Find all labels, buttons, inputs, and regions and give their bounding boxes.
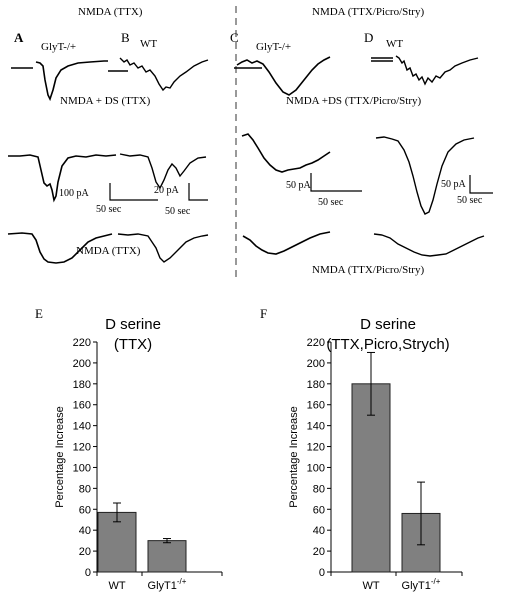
- panel-letter-a: A: [14, 30, 24, 45]
- header-right: NMDA (TTX/Picro/Stry): [312, 6, 424, 18]
- scale-bar-b-time: 50 sec: [165, 206, 191, 217]
- chart-e-category-superscript: -/+: [177, 577, 187, 586]
- scale-bar-a-lines: [109, 183, 158, 201]
- chart-e-panel-letter: E: [35, 306, 43, 321]
- panel-letter-b: B: [121, 30, 130, 45]
- chart-f-y-tick-label: 220: [307, 337, 325, 349]
- chart-e-y-tick-label: 220: [73, 337, 91, 349]
- trace-a-row1: [35, 60, 108, 102]
- panel-label-a: GlyT-/+: [41, 41, 76, 53]
- chart-f-y-tick-label: 200: [307, 358, 325, 370]
- trace-d-row2: [375, 136, 475, 215]
- chart-f-y-tick-label: 160: [307, 400, 325, 412]
- scale-bar-d-amp: 50 pA: [441, 179, 467, 190]
- trace-a-row3: [7, 232, 113, 264]
- scale-bar-a: 100 pA 50 sec: [59, 183, 158, 215]
- row2-label-right: NMDA +DS (TTX/Picro/Stry): [286, 95, 421, 107]
- panel-label-b: WT: [140, 38, 157, 50]
- chart-e-y-tick-label: 140: [73, 421, 91, 433]
- scale-bar-b-amp: 20 pA: [154, 185, 180, 196]
- scale-bar-c-lines: [310, 173, 362, 192]
- chart-e-category-label: GlyT1-/+: [148, 577, 187, 592]
- chart-f-y-tick-label: 180: [307, 379, 325, 391]
- scale-bar-d: 50 pA 50 sec: [441, 175, 493, 206]
- chart-f-y-tick-label: 60: [313, 504, 325, 516]
- scale-bar-b: 20 pA 50 sec: [154, 183, 208, 217]
- chart-f-category-label: GlyT1-/+: [402, 577, 441, 592]
- panel-letter-d: D: [364, 30, 373, 45]
- chart-e-y-tick-label: 80: [79, 483, 91, 495]
- scale-bar-c-amp: 50 pA: [286, 180, 312, 191]
- chart-e-y-tick-label: 20: [79, 546, 91, 558]
- chart-e-y-tick-label: 40: [79, 525, 91, 537]
- scale-bar-a-amp: 100 pA: [59, 188, 90, 199]
- chart-f-y-tick-label: 140: [307, 421, 325, 433]
- chart-f: F D serine (TTX,Picro,Strych) 0 20 40 60 80 100…: [260, 306, 463, 592]
- trace-c-row2: [241, 133, 331, 173]
- panel-label-d: WT: [386, 38, 403, 50]
- chart-f-category-label: WT: [362, 580, 379, 592]
- scale-bar-a-time: 50 sec: [96, 204, 122, 215]
- chart-e-bar-glyt1: [147, 540, 187, 573]
- scale-bar-d-time: 50 sec: [457, 195, 483, 206]
- chart-e-y-tick-label: 200: [73, 358, 91, 370]
- chart-e-title: D serine: [105, 316, 161, 333]
- chart-f-y-tick-label: 20: [313, 546, 325, 558]
- chart-e-y-tick-label: 0: [85, 567, 91, 579]
- panel-label-c: GlyT-/+: [256, 41, 291, 53]
- scale-bar-d-lines: [469, 175, 493, 194]
- trace-d-row1: [395, 55, 479, 86]
- chart-e: E D serine (TTX) 0 20 40 60 80 100 120 140 160 180 2…: [35, 306, 223, 592]
- trace-b-row2: [119, 153, 207, 190]
- scale-bar-c-time: 50 sec: [318, 197, 344, 208]
- row2-label-left: NMDA + DS (TTX): [60, 95, 151, 107]
- chart-e-y-tick-label: 180: [73, 379, 91, 391]
- trace-a-row2: [8, 154, 117, 203]
- chart-e-y-tick-label: 120: [73, 442, 91, 454]
- trace-d-row3: [373, 233, 485, 257]
- trace-b-row3: [117, 233, 209, 263]
- trace-panels: NMDA (TTX) NMDA (TTX/Picro/Stry) A B C D…: [7, 6, 493, 282]
- scale-bar-c: 50 pA 50 sec: [286, 173, 362, 208]
- chart-f-y-tick-label: 120: [307, 442, 325, 454]
- chart-e-y-tick-label: 100: [73, 462, 91, 474]
- chart-f-title: D serine: [360, 316, 416, 333]
- trace-b-row1: [119, 57, 209, 92]
- panel-letter-c: C: [230, 30, 239, 45]
- chart-e-y-axis-label: Percentage Increase: [54, 406, 66, 508]
- trace-c-row1: [236, 56, 331, 96]
- chart-f-panel-letter: F: [260, 306, 267, 321]
- chart-f-y-tick-label: 80: [313, 483, 325, 495]
- chart-f-y-tick-label: 40: [313, 525, 325, 537]
- chart-e-y-tick-label: 60: [79, 504, 91, 516]
- chart-f-subtitle: (TTX,Picro,Strych): [326, 336, 449, 353]
- row3-label-right: NMDA (TTX/Picro/Stry): [312, 264, 424, 276]
- chart-e-subtitle: (TTX): [114, 336, 152, 353]
- chart-f-y-tick-label: 100: [307, 462, 325, 474]
- chart-f-y-tick-label: 0: [319, 567, 325, 579]
- scale-bar-b-lines: [188, 183, 208, 201]
- chart-f-category-superscript: -/+: [431, 577, 441, 586]
- row3-label-left: NMDA (TTX): [76, 245, 141, 257]
- chart-f-y-axis-label: Percentage Increase: [288, 406, 300, 508]
- chart-e-category-label: WT: [108, 580, 125, 592]
- trace-c-row3: [242, 231, 331, 255]
- chart-e-y-tick-label: 160: [73, 400, 91, 412]
- header-left: NMDA (TTX): [78, 6, 143, 18]
